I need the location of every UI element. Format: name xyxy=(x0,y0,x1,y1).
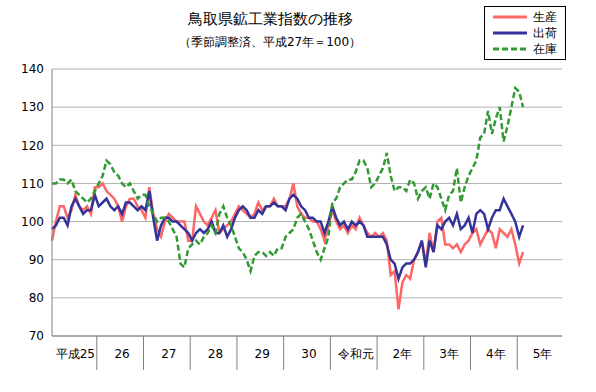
svg-text:70: 70 xyxy=(29,329,44,343)
svg-text:110: 110 xyxy=(21,177,44,191)
svg-text:120: 120 xyxy=(21,139,44,153)
svg-text:28: 28 xyxy=(208,347,223,361)
svg-text:29: 29 xyxy=(255,347,270,361)
html-text:在庫: 在庫 xyxy=(533,41,557,56)
svg-text:26: 26 xyxy=(114,347,129,361)
svg-text:140: 140 xyxy=(21,62,44,76)
svg-text:平成25: 平成25 xyxy=(56,347,95,361)
svg-text:90: 90 xyxy=(29,253,44,267)
html-text:鳥取県鉱工業指数の推移: 鳥取県鉱工業指数の推移 xyxy=(187,10,353,28)
svg-text:30: 30 xyxy=(301,347,316,361)
svg-text:130: 130 xyxy=(21,100,44,114)
svg-text:4年: 4年 xyxy=(486,347,506,361)
svg-text:27: 27 xyxy=(161,347,176,361)
html-text:生産: 生産 xyxy=(533,9,557,24)
svg-text:3年: 3年 xyxy=(439,347,459,361)
html-text:（季節調整済、平成27年＝100）: （季節調整済、平成27年＝100） xyxy=(178,35,362,49)
svg-text:令和元: 令和元 xyxy=(338,347,374,361)
svg-text:2年: 2年 xyxy=(393,347,413,361)
svg-text:100: 100 xyxy=(21,215,44,229)
svg-text:80: 80 xyxy=(29,291,44,305)
html-text:出荷: 出荷 xyxy=(533,25,557,40)
svg-text:5年: 5年 xyxy=(533,347,553,361)
